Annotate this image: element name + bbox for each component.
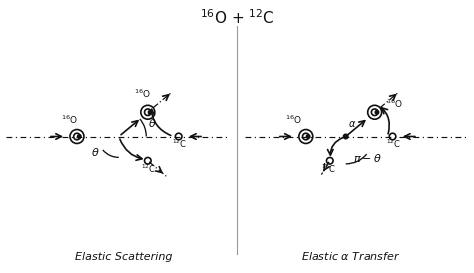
Text: $^{12}$C: $^{12}$C — [141, 163, 156, 175]
Text: $^{16}$O + $^{12}$C: $^{16}$O + $^{12}$C — [200, 9, 274, 27]
Text: $^{12}$C: $^{12}$C — [386, 137, 401, 150]
Text: $^{16}$O: $^{16}$O — [285, 113, 302, 126]
Circle shape — [77, 135, 81, 138]
Text: $^{16}$O: $^{16}$O — [135, 88, 151, 100]
Text: $^{16}$O: $^{16}$O — [61, 113, 77, 126]
Text: $\theta$: $\theta$ — [148, 117, 157, 129]
Text: $^{12}$C: $^{12}$C — [321, 163, 337, 175]
Text: Elastic $\alpha$ Transfer: Elastic $\alpha$ Transfer — [301, 250, 401, 262]
Text: $^{16}$O: $^{16}$O — [386, 98, 402, 110]
Circle shape — [343, 134, 348, 139]
Circle shape — [306, 135, 310, 138]
Text: $^{12}$C: $^{12}$C — [172, 137, 187, 150]
Text: $\pi - \theta$: $\pi - \theta$ — [353, 152, 382, 164]
Text: $\alpha$: $\alpha$ — [348, 118, 356, 129]
Circle shape — [375, 111, 379, 114]
Text: Elastic Scattering: Elastic Scattering — [75, 252, 173, 262]
Text: $\theta$: $\theta$ — [91, 146, 99, 158]
Circle shape — [148, 111, 152, 114]
